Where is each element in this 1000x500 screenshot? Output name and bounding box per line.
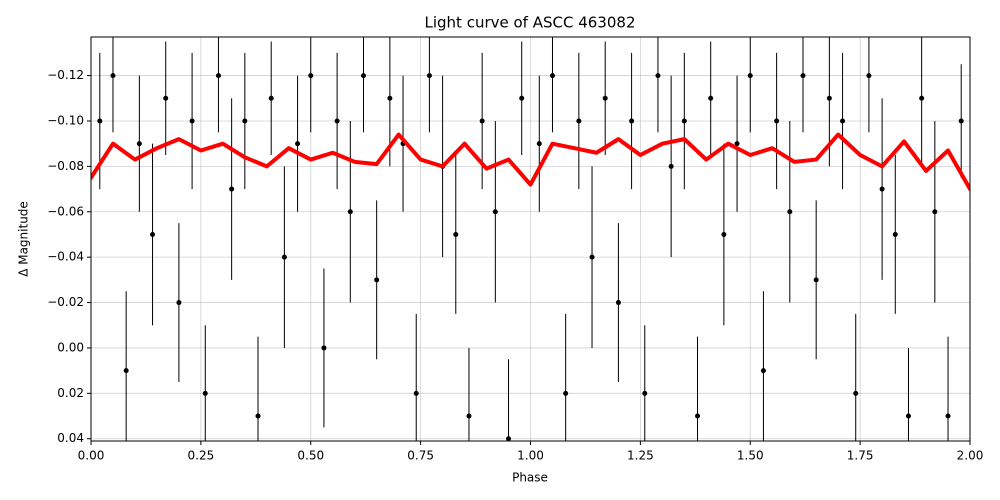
data-point xyxy=(602,95,608,101)
x-axis-label: Phase xyxy=(512,471,548,485)
data-point xyxy=(813,277,819,283)
data-point xyxy=(747,73,753,79)
x-tick-label: 1.75 xyxy=(847,449,874,463)
data-point xyxy=(668,163,674,169)
data-point xyxy=(563,390,569,396)
data-point xyxy=(295,141,301,147)
x-tick-label: 1.00 xyxy=(517,449,544,463)
plot-area xyxy=(91,37,970,441)
data-point xyxy=(760,368,766,374)
y-axis-label: Δ Magnitude xyxy=(17,201,31,277)
data-point xyxy=(506,436,512,441)
y-tick-label: −0.06 xyxy=(47,204,84,218)
data-point xyxy=(945,413,951,419)
data-point xyxy=(321,345,327,351)
data-point xyxy=(905,413,911,419)
data-point xyxy=(576,118,582,124)
data-point xyxy=(268,95,274,101)
data-point xyxy=(492,209,498,215)
data-point xyxy=(189,118,195,124)
data-point xyxy=(519,95,525,101)
data-point xyxy=(176,300,182,306)
data-point xyxy=(136,141,142,147)
x-tick-label: 1.50 xyxy=(737,449,764,463)
data-point xyxy=(826,95,832,101)
data-point xyxy=(536,141,542,147)
data-point xyxy=(853,390,859,396)
data-point xyxy=(932,209,938,215)
data-point xyxy=(787,209,793,215)
data-point xyxy=(708,95,714,101)
data-point xyxy=(215,73,221,79)
x-tick-label: 1.25 xyxy=(627,449,654,463)
data-point xyxy=(840,118,846,124)
data-point xyxy=(229,186,235,192)
grid xyxy=(90,37,971,441)
y-tick-label: 0.04 xyxy=(57,431,84,445)
data-point xyxy=(800,73,806,79)
data-point xyxy=(615,300,621,306)
data-point xyxy=(374,277,380,283)
data-point xyxy=(334,118,340,124)
data-point xyxy=(123,368,129,374)
data-point xyxy=(242,118,248,124)
y-tick-label: −0.08 xyxy=(47,159,84,173)
data-point xyxy=(549,73,555,79)
data-point xyxy=(642,390,648,396)
data-point xyxy=(110,73,116,79)
data-point xyxy=(281,254,287,260)
y-tick-label: −0.12 xyxy=(47,68,84,82)
x-tick-label: 2.00 xyxy=(957,449,984,463)
data-point xyxy=(879,186,885,192)
x-tick-label: 0.50 xyxy=(297,449,324,463)
y-tick-label: −0.10 xyxy=(47,113,84,127)
data-point xyxy=(774,118,780,124)
x-tick-label: 0.75 xyxy=(407,449,434,463)
data-point xyxy=(919,95,925,101)
x-tick-label: 0.25 xyxy=(188,449,215,463)
data-point xyxy=(892,231,898,237)
data-point xyxy=(479,118,485,124)
axes: 0.00 0.25 0.50 0.75 1.00 1.25 1.50 1.75 2.00 −0.1… xyxy=(47,68,983,462)
data-point xyxy=(681,118,687,124)
data-point xyxy=(413,390,419,396)
data-point xyxy=(589,254,595,260)
data-point xyxy=(202,390,208,396)
data-point xyxy=(426,73,432,79)
data-point xyxy=(163,95,169,101)
data-point xyxy=(629,118,635,124)
data-point xyxy=(866,73,872,79)
data-point xyxy=(255,413,261,419)
smoothed-line xyxy=(91,132,970,192)
data-point xyxy=(97,118,103,124)
x-tick-label: 0.00 xyxy=(78,449,105,463)
data-point xyxy=(347,209,353,215)
y-tick-label: 0.00 xyxy=(57,340,84,354)
data-point xyxy=(958,118,964,124)
data-point xyxy=(466,413,472,419)
y-tick-label: −0.04 xyxy=(47,250,84,264)
data-point xyxy=(387,95,393,101)
data-point xyxy=(695,413,701,419)
data-point xyxy=(655,73,661,79)
y-tick-label: −0.02 xyxy=(47,295,84,309)
data-point xyxy=(150,231,156,237)
chart-title: Light curve of ASCC 463082 xyxy=(425,14,636,32)
data-point xyxy=(308,73,314,79)
y-tick-label: 0.02 xyxy=(57,386,84,400)
data-point xyxy=(734,141,740,147)
data-point xyxy=(360,73,366,79)
data-point xyxy=(721,231,727,237)
data-point xyxy=(453,231,459,237)
